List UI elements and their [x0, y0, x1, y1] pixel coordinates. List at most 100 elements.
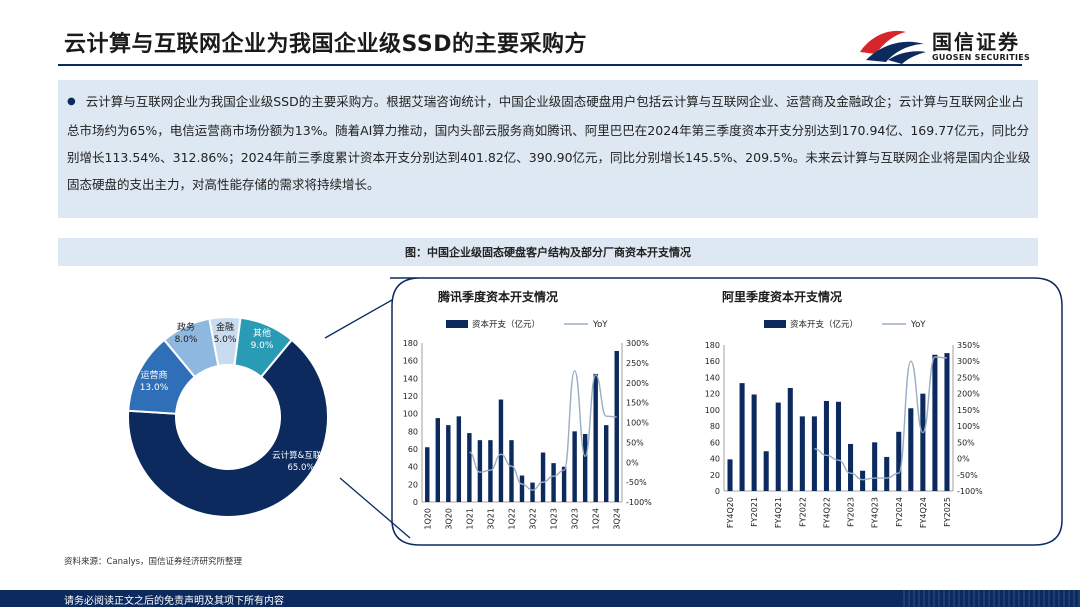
- y-tick-label: 40: [710, 455, 720, 464]
- brand-name-cn: 国信证券: [932, 30, 1020, 54]
- guosen-logo-icon: [860, 30, 926, 64]
- y-tick-label: 80: [408, 427, 418, 436]
- donut-slice-value: 8.0%: [175, 335, 198, 345]
- y-tick-label: 100: [403, 410, 418, 419]
- y2-tick-label: 50%: [957, 438, 975, 447]
- capex-bar: [739, 383, 745, 491]
- donut-slice-label: 云计算&互联网: [272, 450, 330, 461]
- y-tick-label: 100: [705, 406, 720, 415]
- x-tick-label: FY4Q20: [726, 497, 735, 528]
- donut-slice: [162, 317, 220, 379]
- donut-slice-value: 13.0%: [140, 383, 169, 393]
- y2-tick-label: -50%: [957, 471, 978, 480]
- x-tick-label: FY4Q21: [774, 497, 783, 528]
- capex-bar: [763, 451, 769, 491]
- footer-bar: 请务必阅读正文之后的免责声明及其项下所有内容: [0, 590, 1080, 607]
- title-divider: [58, 64, 1022, 66]
- legend-swatch-bar: [446, 320, 468, 328]
- capex-bar: [787, 387, 793, 491]
- y-tick-label: 20: [710, 471, 720, 480]
- y2-tick-label: 250%: [957, 373, 980, 382]
- x-tick-label: FY4Q23: [871, 497, 880, 528]
- y2-tick-label: 300%: [626, 339, 649, 348]
- x-tick-label: 3Q21: [486, 508, 495, 530]
- y2-tick-label: 200%: [626, 379, 649, 388]
- y-tick-label: 120: [705, 390, 720, 399]
- capex-bar: [920, 393, 926, 491]
- y2-tick-label: 0%: [957, 455, 970, 464]
- y2-tick-label: 150%: [957, 406, 980, 415]
- y2-tick-label: -100%: [957, 487, 983, 496]
- y-tick-label: 0: [715, 487, 720, 496]
- capex-bar: [835, 401, 842, 491]
- donut-slice: [127, 338, 329, 518]
- capex-bar: [775, 402, 781, 491]
- donut-slice-value: 9.0%: [251, 341, 274, 351]
- capex-bar: [530, 482, 535, 502]
- charts-canvas: 金融 5.0% 其他 9.0% 云计算&互联网 65.0% 运营商 13.0% 政务 8.0% 腾…: [127, 277, 1063, 546]
- capex-bar: [477, 440, 483, 502]
- chart-title: 腾讯季度资本开支情况: [437, 289, 558, 304]
- capex-bar: [604, 425, 609, 502]
- brand-name-en: GUOSEN SECURITIES: [932, 53, 1031, 62]
- x-tick-label: FY2022: [798, 497, 807, 527]
- y2-tick-label: 300%: [957, 357, 980, 366]
- bullet-icon: ●: [67, 96, 76, 107]
- x-tick-label: 1Q22: [507, 508, 516, 530]
- capex-bar: [932, 354, 938, 491]
- customer-structure-donut: 金融 5.0% 其他 9.0% 云计算&互联网 65.0% 运营商 13.0% 政务 8.0%: [127, 316, 330, 518]
- y2-tick-label: 100%: [957, 422, 980, 431]
- capex-bar: [446, 425, 451, 502]
- donut-slice-label: 政务: [177, 321, 195, 333]
- y-tick-label: 0: [413, 498, 418, 507]
- donut-slice-label: 运营商: [140, 369, 167, 381]
- figure-title: 图：中国企业级固态硬盘客户结构及部分厂商资本开支情况: [405, 246, 691, 259]
- source-note: 资料来源：Canalys，国信证券经济研究所整理: [64, 557, 243, 567]
- capex-bar: [582, 433, 588, 502]
- x-tick-label: 1Q20: [423, 508, 432, 530]
- capex-bar: [823, 400, 829, 491]
- y2-tick-label: 100%: [626, 419, 649, 428]
- capex-bar: [860, 470, 866, 491]
- y2-tick-label: 50%: [626, 438, 644, 447]
- capex-bar: [944, 353, 950, 491]
- y-tick-label: 60: [710, 438, 720, 447]
- capex-bar: [727, 459, 733, 491]
- x-tick-label: 3Q24: [613, 508, 622, 530]
- capex-bar: [551, 463, 556, 502]
- y2-tick-label: -50%: [626, 478, 647, 487]
- donut-slice-value: 65.0%: [287, 463, 314, 473]
- x-tick-label: 1Q21: [465, 508, 474, 530]
- capex-bar: [848, 443, 854, 491]
- y-tick-label: 180: [705, 341, 720, 350]
- x-tick-label: FY2024: [895, 497, 904, 527]
- donut-slice-label: 金融: [216, 321, 234, 333]
- figure-title-bar: 图：中国企业级固态硬盘客户结构及部分厂商资本开支情况: [58, 238, 1038, 266]
- capex-bar: [540, 452, 546, 502]
- page-title: 云计算与互联网企业为我国企业级SSD的主要采购方: [64, 32, 587, 57]
- legend-label: YoY: [910, 320, 926, 330]
- capex-bar: [456, 416, 462, 502]
- x-tick-label: FY2025: [943, 497, 952, 527]
- y2-tick-label: 250%: [626, 359, 649, 368]
- callout-line-top: [324, 299, 393, 339]
- capex-bar: [884, 456, 890, 491]
- y2-tick-label: 150%: [626, 399, 649, 408]
- legend-label: 资本开支（亿元）: [790, 319, 858, 330]
- y-tick-label: 40: [408, 463, 418, 472]
- capex-bar: [799, 416, 805, 491]
- legend-swatch-bar: [764, 320, 786, 328]
- footer-pattern: [900, 590, 1080, 607]
- y2-tick-label: 0%: [626, 458, 639, 467]
- yoy-line: [469, 370, 617, 491]
- x-tick-label: 1Q23: [550, 508, 559, 530]
- y-tick-label: 80: [710, 422, 720, 431]
- x-tick-label: FY2023: [847, 497, 856, 527]
- summary-box: ● 云计算与互联网企业为我国企业级SSD的主要采购方。根据艾瑞咨询统计，中国企业级…: [58, 80, 1038, 218]
- y2-tick-label: -100%: [626, 498, 652, 507]
- legend-label: 资本开支（亿元）: [472, 319, 540, 330]
- y-tick-label: 60: [408, 445, 418, 454]
- capex-bar: [908, 408, 914, 491]
- capex-bar: [872, 442, 878, 491]
- summary-paragraph: ● 云计算与互联网企业为我国企业级SSD的主要采购方。根据艾瑞咨询统计，中国企业级…: [67, 88, 1032, 198]
